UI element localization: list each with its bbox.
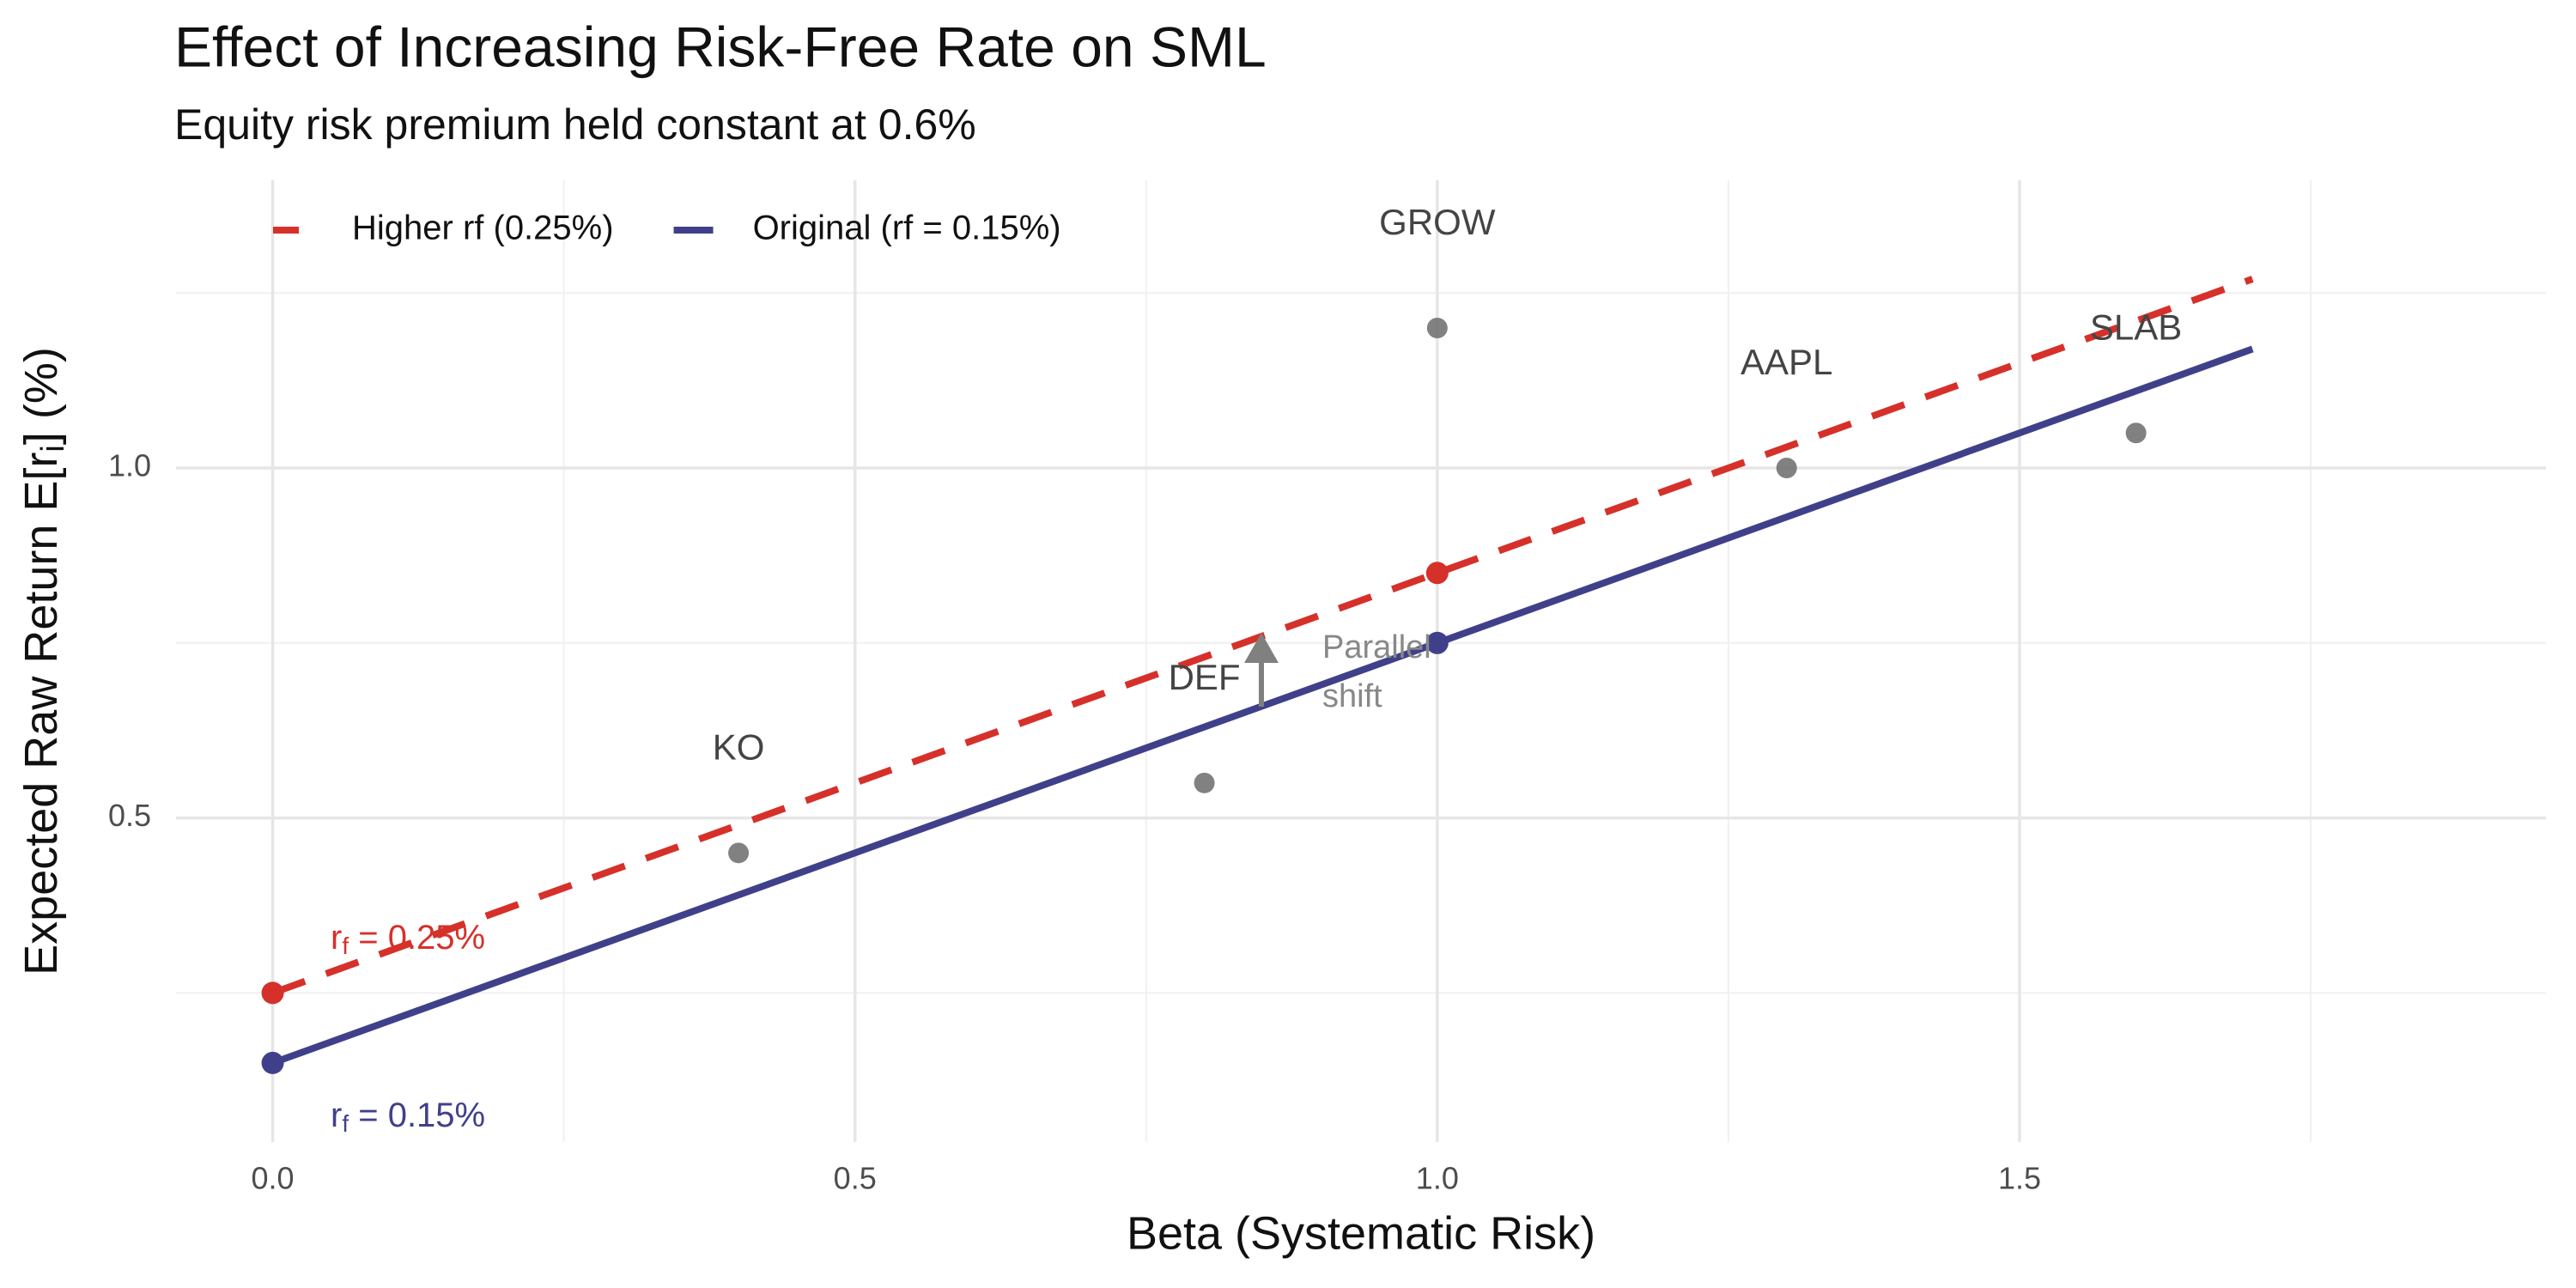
grid: 0.0 0.5 1.0 1.5 0.5 1.0 bbox=[108, 180, 2546, 1196]
x-tick-label: 0.0 bbox=[252, 1161, 295, 1196]
rf-annotation-sub: f bbox=[342, 1110, 349, 1137]
x-tick-label: 1.5 bbox=[1998, 1161, 2041, 1196]
legend: Higher rf (0.25%) Original (rf = 0.15%) bbox=[273, 210, 1061, 247]
stock-label: SLAB bbox=[2090, 307, 2182, 347]
intercept-point bbox=[1425, 631, 1449, 654]
stock-label: AAPL bbox=[1741, 342, 1832, 382]
rf-annotation-main: r bbox=[331, 1097, 342, 1134]
intercept-point bbox=[1425, 562, 1449, 585]
chart-title: Effect of Increasing Risk-Free Rate on S… bbox=[174, 15, 1267, 78]
intercept-point bbox=[261, 981, 284, 1005]
stock-point bbox=[1426, 317, 1448, 338]
y-axis-title-end: ] (%) bbox=[15, 347, 67, 445]
y-axis-title: Expected Raw Return E[ri] (%) bbox=[15, 347, 71, 975]
y-tick-label: 1.0 bbox=[108, 448, 151, 483]
rf-annotation-main: r bbox=[331, 919, 342, 957]
rf-annotation: rf = 0.15% bbox=[331, 1097, 485, 1138]
y-axis-title-main: Expected Raw Return E[r bbox=[15, 453, 67, 975]
rf-annotation-rest: = 0.25% bbox=[349, 919, 485, 957]
rf-annotation-rest: = 0.15% bbox=[349, 1097, 485, 1134]
stock-point bbox=[1776, 458, 1797, 479]
stock-label: DEF bbox=[1169, 657, 1241, 697]
stock-point bbox=[728, 842, 750, 864]
stock-point bbox=[1194, 772, 1215, 793]
shift-label: Parallel bbox=[1322, 629, 1431, 665]
rf-annotation-sub: f bbox=[342, 933, 349, 959]
stock-label: GROW bbox=[1379, 202, 1496, 242]
chart-subtitle: Equity risk premium held constant at 0.6… bbox=[174, 100, 976, 149]
stock-label: KO bbox=[713, 726, 765, 767]
legend-label: Original (rf = 0.15%) bbox=[753, 210, 1061, 247]
rf-annotation: rf = 0.25% bbox=[331, 919, 485, 960]
y-axis-title-sub: i bbox=[35, 445, 71, 452]
x-tick-label: 0.5 bbox=[834, 1161, 877, 1196]
shift-label: shift bbox=[1322, 678, 1382, 714]
legend-label: Higher rf (0.25%) bbox=[352, 210, 614, 247]
x-tick-label: 1.0 bbox=[1416, 1161, 1459, 1196]
shift-arrow-head bbox=[1244, 633, 1279, 663]
intercept-point bbox=[261, 1051, 284, 1074]
y-tick-label: 0.5 bbox=[108, 798, 151, 833]
stock-point bbox=[2125, 422, 2147, 444]
x-axis-title: Beta (Systematic Risk) bbox=[1127, 1207, 1595, 1259]
